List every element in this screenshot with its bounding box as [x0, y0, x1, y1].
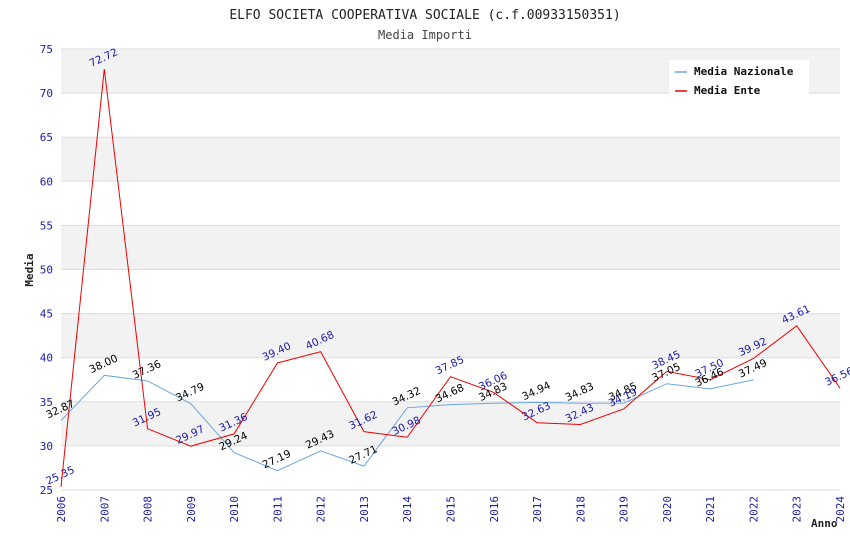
x-tick-label: 2007	[98, 496, 111, 523]
y-tick-label: 60	[40, 175, 53, 188]
x-tick-label: 2018	[574, 496, 587, 523]
chart-title: ELFO SOCIETA COOPERATIVA SOCIALE (c.f.00…	[229, 8, 620, 23]
x-tick-label: 2008	[142, 496, 155, 523]
grid-band	[61, 445, 840, 490]
x-tick-label: 2011	[271, 496, 284, 523]
series-lines	[60, 69, 841, 487]
legend-label-ente: Media Ente	[694, 84, 761, 97]
x-tick-label: 2023	[791, 496, 804, 523]
y-axis-label: Media	[23, 253, 36, 286]
y-tick-label: 30	[40, 440, 53, 453]
grid-band	[61, 93, 840, 138]
legend-box	[669, 60, 809, 100]
x-tick-label: 2020	[661, 496, 674, 523]
x-tick-label: 2022	[747, 496, 760, 523]
grid-band	[61, 313, 840, 358]
legend: Media Nazionale Media Ente	[669, 60, 809, 100]
y-tick-label: 75	[40, 43, 53, 56]
grid-band	[61, 225, 840, 270]
legend-label-nazionale: Media Nazionale	[694, 65, 794, 78]
x-tick-label: 2016	[488, 496, 501, 523]
x-axis-ticks: 2006 2007 2008 2009 2010 2011 2012 2013 2014 2015…	[55, 496, 847, 523]
y-tick-label: 40	[40, 352, 53, 365]
y-tick-label: 70	[40, 87, 53, 100]
x-tick-label: 2024	[834, 496, 847, 523]
x-tick-label: 2009	[185, 496, 198, 523]
x-tick-label: 2021	[704, 496, 717, 523]
chart-subtitle: Media Importi	[378, 28, 472, 42]
x-tick-label: 2013	[358, 496, 371, 523]
x-tick-label: 2006	[55, 496, 68, 523]
series-line-1	[60, 69, 841, 487]
y-tick-label: 50	[40, 264, 53, 277]
x-tick-label: 2015	[445, 496, 458, 523]
y-tick-label: 25	[40, 484, 53, 497]
grid-lines	[61, 48, 840, 491]
grid-band	[61, 181, 840, 226]
x-tick-label: 2014	[401, 496, 414, 523]
grid-band	[61, 269, 840, 314]
grid-band	[61, 401, 840, 446]
y-tick-label: 65	[40, 131, 53, 144]
y-tick-label: 35	[40, 396, 53, 409]
background-bands	[61, 49, 840, 490]
grid-band	[61, 137, 840, 182]
x-tick-label: 2012	[315, 496, 328, 523]
y-tick-label: 55	[40, 219, 53, 232]
x-tick-label: 2017	[531, 496, 544, 523]
y-tick-label: 45	[40, 308, 53, 321]
x-tick-label: 2010	[228, 496, 241, 523]
x-tick-label: 2019	[618, 496, 631, 523]
x-axis-label: Anno	[811, 517, 838, 530]
y-axis-ticks: 25 30 35 40 45 50 55 60 65 70 75	[40, 43, 53, 497]
